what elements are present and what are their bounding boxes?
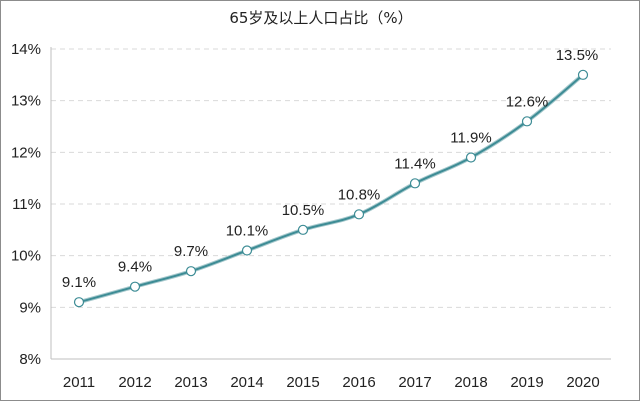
x-tick-label: 2011	[63, 374, 95, 391]
series-layer	[78, 73, 585, 305]
data-label: 13.5%	[556, 47, 599, 64]
data-label: 10.1%	[226, 223, 269, 240]
data-label: 10.5%	[282, 202, 325, 219]
x-tick-label: 2020	[566, 374, 599, 391]
y-tick-label: 11%	[12, 196, 41, 213]
x-tick-label: 2013	[174, 374, 207, 391]
data-label: 9.1%	[62, 274, 96, 291]
data-point-marker	[409, 178, 421, 189]
axis-layer	[50, 47, 611, 360]
x-axis-ticks: 2011 2012 2013 2014 2015 2016 2017 2018 2019 2020	[63, 374, 600, 391]
y-tick-label: 8%	[19, 351, 41, 368]
grid-layer	[51, 48, 611, 308]
data-point-marker	[577, 69, 589, 80]
y-tick-label: 12%	[11, 144, 41, 161]
data-point-marker	[185, 266, 197, 277]
data-label: 9.4%	[118, 259, 152, 276]
x-tick-label: 2012	[118, 374, 151, 391]
data-label: 11.4%	[394, 155, 435, 172]
data-label-layer: 9.1% 9.4% 9.7% 10.1% 10.5% 10.8% 11.4% 11.9% 12.…	[62, 47, 598, 291]
marker-layer	[73, 69, 589, 308]
data-label: 12.6%	[506, 93, 549, 110]
y-axis-ticks: 8% 9% 10% 11% 12% 13% 14%	[11, 41, 41, 368]
x-tick-label: 2017	[398, 374, 431, 391]
series-line	[78, 74, 584, 304]
x-tick-label: 2016	[342, 374, 375, 391]
x-tick-label: 2014	[230, 374, 263, 391]
data-label: 9.7%	[174, 243, 208, 260]
data-point-marker	[73, 297, 85, 308]
x-tick-label: 2015	[286, 374, 319, 391]
data-point-marker	[353, 209, 365, 220]
data-point-marker	[521, 116, 533, 127]
data-label: 11.9%	[450, 130, 491, 147]
data-label: 10.8%	[338, 186, 381, 203]
y-tick-label: 13%	[11, 93, 41, 110]
x-tick-label: 2019	[510, 374, 543, 391]
chart-title: 65岁及以上人口占比（%）	[229, 9, 412, 27]
y-tick-label: 10%	[11, 248, 41, 265]
data-point-marker	[465, 152, 477, 163]
y-tick-label: 9%	[19, 299, 41, 316]
data-point-marker	[297, 224, 309, 235]
data-point-marker	[241, 245, 253, 256]
x-tick-label: 2018	[454, 374, 487, 391]
y-tick-label: 14%	[11, 41, 41, 58]
data-point-marker	[129, 281, 141, 292]
